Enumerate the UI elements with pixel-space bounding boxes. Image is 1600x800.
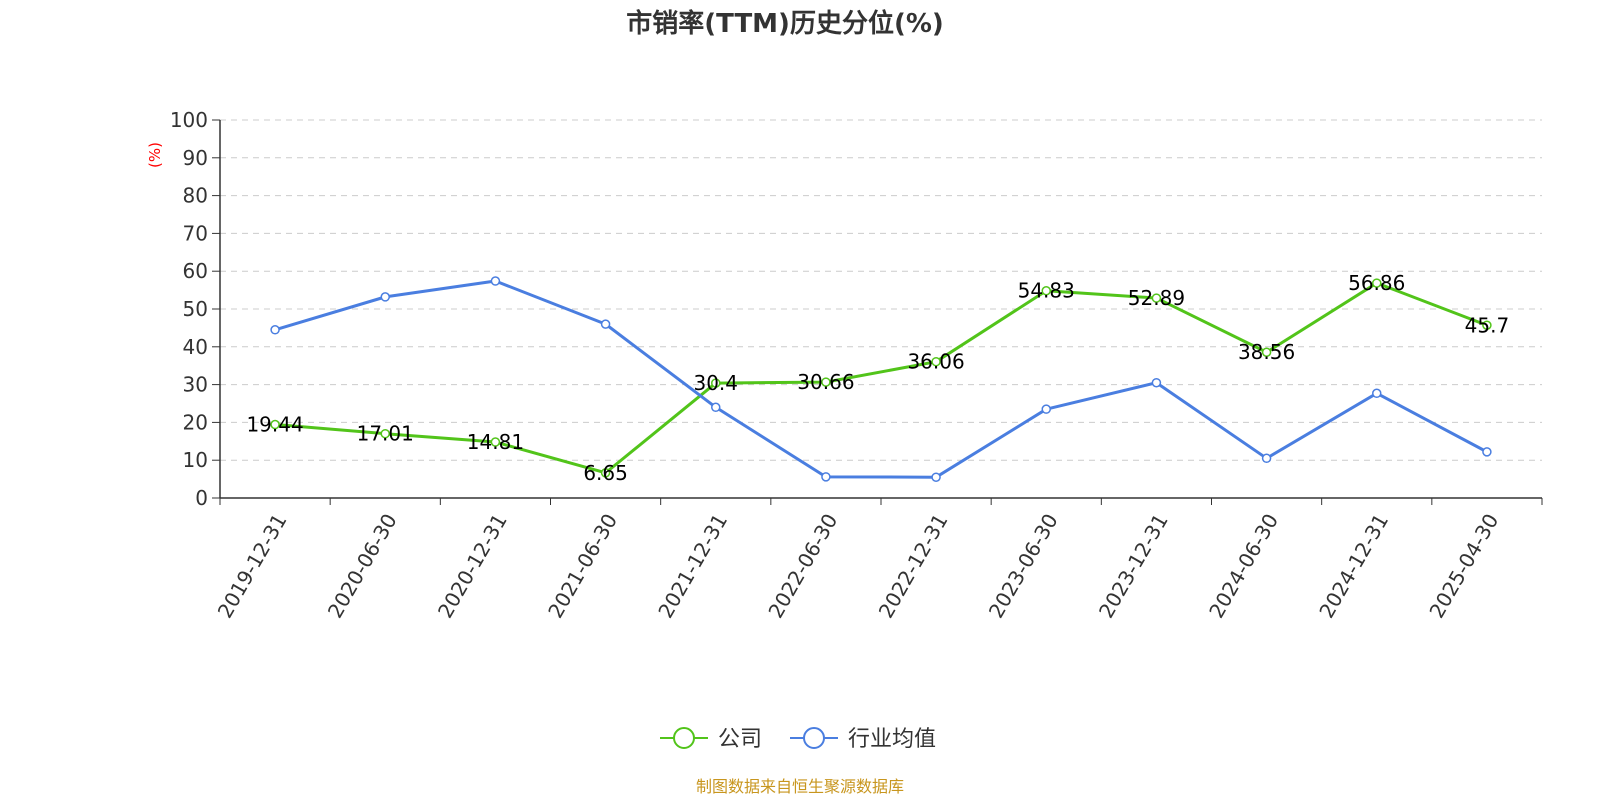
y-tick-label: 30 (183, 373, 208, 397)
chart-title: 市销率(TTM)历史分位(%) (626, 8, 944, 39)
legend-industry-label: 行业均值 (848, 727, 936, 752)
y-tick-label: 90 (183, 146, 208, 170)
industry-point (600, 319, 611, 329)
data-labels: 19.44 17.01 14.81 6.65 30.4 30.66 36.06 54.83 52… (246, 271, 1509, 485)
industry-point (490, 276, 501, 286)
legend-item-industry[interactable]: 行业均值 (790, 727, 936, 752)
data-label: 30.4 (693, 371, 738, 395)
industry-point (1372, 388, 1382, 399)
data-label: 56.86 (1348, 271, 1405, 295)
source-note: 制图数据来自恒生聚源数据库 (696, 777, 904, 796)
industry-point (931, 472, 941, 482)
legend-company-marker (673, 727, 695, 749)
y-tick-label: 100 (170, 108, 208, 132)
series-lines (270, 276, 1492, 482)
company-point (1482, 320, 1492, 331)
x-tick-label: 2024-06-30 (1204, 510, 1283, 623)
data-label: 54.83 (1018, 279, 1075, 303)
data-label: 36.06 (907, 350, 964, 374)
x-tick-label: 2020-06-30 (323, 510, 402, 623)
data-label: 30.66 (797, 370, 854, 394)
company-point (931, 356, 941, 367)
y-tick-label: 60 (183, 259, 208, 283)
x-tick-label: 2021-06-30 (543, 510, 622, 623)
industry-point (821, 472, 831, 482)
data-label: 6.65 (583, 461, 628, 485)
y-tick-label: 0 (195, 486, 208, 510)
company-point (1041, 285, 1051, 296)
company-point (380, 428, 390, 439)
y-axis-label: (%) (146, 142, 164, 168)
industry-point (1261, 453, 1272, 464)
y-tick-label: 20 (183, 410, 208, 434)
x-tick-label: 2022-12-31 (874, 509, 953, 622)
y-tick-label: 50 (183, 297, 208, 321)
company-point (1151, 293, 1162, 303)
company-line (274, 281, 1488, 475)
axes: 0 10 20 30 40 50 60 70 80 90 100 2019-12-31 2020-06-… (170, 108, 1543, 623)
industry-line (274, 279, 1488, 479)
data-label: 14.81 (467, 430, 524, 454)
y-tick-label: 40 (183, 335, 208, 359)
industry-point (380, 292, 390, 302)
data-label: 38.56 (1238, 340, 1295, 364)
data-label: 45.7 (1465, 313, 1510, 337)
industry-point (270, 325, 280, 335)
data-label: 17.01 (357, 422, 414, 446)
y-tick-label: 10 (183, 448, 208, 472)
y-tick-label: 70 (183, 221, 208, 245)
legend[interactable]: 公司 行业均值 (660, 727, 936, 752)
company-point (600, 468, 611, 478)
company-point (270, 419, 280, 430)
company-point (1261, 347, 1272, 357)
x-tick-label: 2023-06-30 (984, 510, 1063, 623)
x-tick-label: 2020-12-31 (433, 509, 512, 622)
industry-point (711, 402, 721, 413)
company-point (711, 378, 721, 388)
legend-company-label: 公司 (718, 727, 762, 752)
y-tick-label: 80 (183, 184, 208, 208)
x-tick-label: 2022-06-30 (763, 510, 842, 623)
x-tick-label: 2023-12-31 (1094, 510, 1173, 623)
x-tick-label: 2025-04-30 (1424, 510, 1503, 623)
company-point (490, 437, 501, 447)
legend-industry-marker (803, 727, 825, 749)
legend-item-company[interactable]: 公司 (660, 727, 762, 752)
company-point (821, 377, 831, 387)
data-label: 52.89 (1128, 286, 1185, 310)
company-point (1372, 278, 1382, 288)
x-tick-label: 2019-12-31 (213, 510, 292, 623)
data-label: 19.44 (246, 413, 303, 437)
industry-point (1151, 377, 1162, 388)
x-tick-label: 2024-12-31 (1314, 510, 1393, 623)
industry-point (1041, 404, 1051, 414)
x-tick-label: 2021-12-31 (653, 510, 732, 623)
industry-point (1482, 447, 1492, 457)
grid (220, 119, 1542, 461)
